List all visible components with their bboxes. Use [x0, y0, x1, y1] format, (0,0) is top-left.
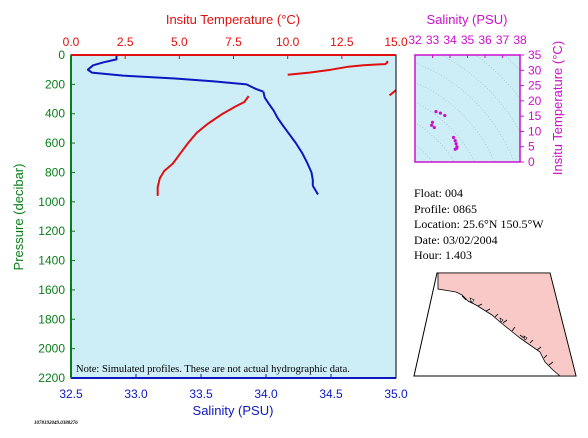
ts-temperature-axis-title: Insitu Temperature (°C) [550, 41, 565, 175]
ts-temperature-tick-label: 35 [528, 48, 542, 62]
temperature-tick-label: 2.5 [117, 35, 134, 49]
float-id: Float: 004 [414, 186, 464, 200]
ts-temperature-tick-label: 30 [528, 63, 542, 77]
ts-point [434, 110, 438, 114]
pressure-tick-label: 1800 [38, 312, 65, 326]
ts-salinity-tick-label: 35 [461, 33, 475, 47]
float-location: Location: 25.6°N 150.5°W [414, 217, 544, 231]
profile-number: Profile: 0865 [414, 201, 477, 216]
ts-temperature-tick-label: 15 [528, 109, 542, 123]
pressure-tick-label: 1200 [38, 224, 65, 238]
profile-plot-area [71, 55, 396, 378]
ts-point [430, 120, 435, 124]
ts-point [443, 113, 447, 118]
ts-salinity-tick-label: 32 [408, 33, 422, 47]
pressure-tick-label: 1400 [38, 254, 65, 268]
ts-temperature-tick-label: 5 [528, 140, 535, 154]
ts-temperature-tick-label: 20 [528, 94, 542, 108]
pressure-tick-label: 200 [45, 77, 65, 91]
ts-salinity-tick-label: 37 [496, 33, 510, 47]
simulated-data-note: Note: Simulated profiles. These are not … [76, 364, 350, 375]
salinity-tick-label: 33.0 [124, 387, 148, 401]
profile-chart: 0.0 2.5 5.0 7.5 10.0 12.5 15.0 32.5 33.0 33.5 34.0… [11, 12, 408, 418]
temperature-tick-label: 12.5 [330, 35, 354, 49]
pressure-tick-label: 400 [45, 107, 65, 121]
ts-point [432, 125, 436, 130]
profile-date: Date: 03/02/2004 [414, 232, 498, 247]
ts-salinity-tick-label: 34 [443, 33, 457, 47]
pressure-tick-label: 1600 [38, 283, 65, 297]
temperature-tick-label: 0.0 [63, 35, 80, 49]
ts-point [438, 111, 442, 115]
ts-salinity-tick-label: 38 [513, 33, 527, 47]
location-map [413, 272, 577, 377]
pressure-tick-label: 1000 [38, 195, 65, 209]
salinity-tick-label: 33.5 [189, 387, 213, 401]
pressure-axis-title: Pressure (decibar) [11, 164, 26, 271]
footer-id: 1078192049.0388276 [34, 421, 78, 426]
ts-salinity-axis-title: Salinity (PSU) [427, 12, 508, 27]
ts-point [451, 135, 456, 140]
map-land [437, 272, 577, 377]
salinity-tick-label: 32.5 [59, 387, 83, 401]
pressure-tick-label: 600 [45, 136, 65, 150]
temperature-tick-label: 5.0 [171, 35, 188, 49]
temperature-profile-line [287, 60, 389, 76]
temperature-profile-line [388, 89, 397, 97]
temperature-profile-line [156, 95, 250, 196]
ts-point [453, 139, 457, 143]
ts-plot-frame [414, 54, 521, 163]
ts-salinity-tick-label: 33 [426, 33, 440, 47]
temperature-tick-label: 10.0 [276, 35, 300, 49]
ts-plot-area [415, 55, 520, 162]
temperature-axis-title: Insitu Temperature (°C) [166, 12, 300, 27]
pressure-tick-label: 0 [58, 48, 65, 62]
profile-hour: Hour: 1.403 [414, 248, 472, 262]
salinity-axis-title: Salinity (PSU) [193, 403, 274, 418]
salinity-tick-label: 34.5 [319, 387, 343, 401]
float-info: Float: 004 Profile: 0865 Location: 25.6°… [414, 186, 544, 264]
salinity-tick-label: 34.0 [254, 387, 278, 401]
ts-point [454, 142, 458, 146]
pressure-tick-label: 2200 [38, 371, 65, 385]
salinity-tick-label: 35.0 [384, 387, 408, 401]
ts-temperature-tick-label: 10 [528, 124, 542, 138]
ts-salinity-tick-label: 36 [478, 33, 492, 47]
ts-temperature-tick-label: 0 [528, 155, 535, 169]
map-islands [469, 297, 528, 341]
temperature-tick-label: 15.0 [384, 35, 408, 49]
temperature-tick-label: 7.5 [225, 35, 242, 49]
salinity-profile-line [262, 91, 319, 196]
pressure-tick-label: 800 [45, 165, 65, 179]
ts-point [430, 123, 434, 127]
pressure-tick-label: 2000 [38, 342, 65, 356]
ts-temperature-tick-label: 25 [528, 79, 542, 93]
ts-point [453, 147, 457, 151]
